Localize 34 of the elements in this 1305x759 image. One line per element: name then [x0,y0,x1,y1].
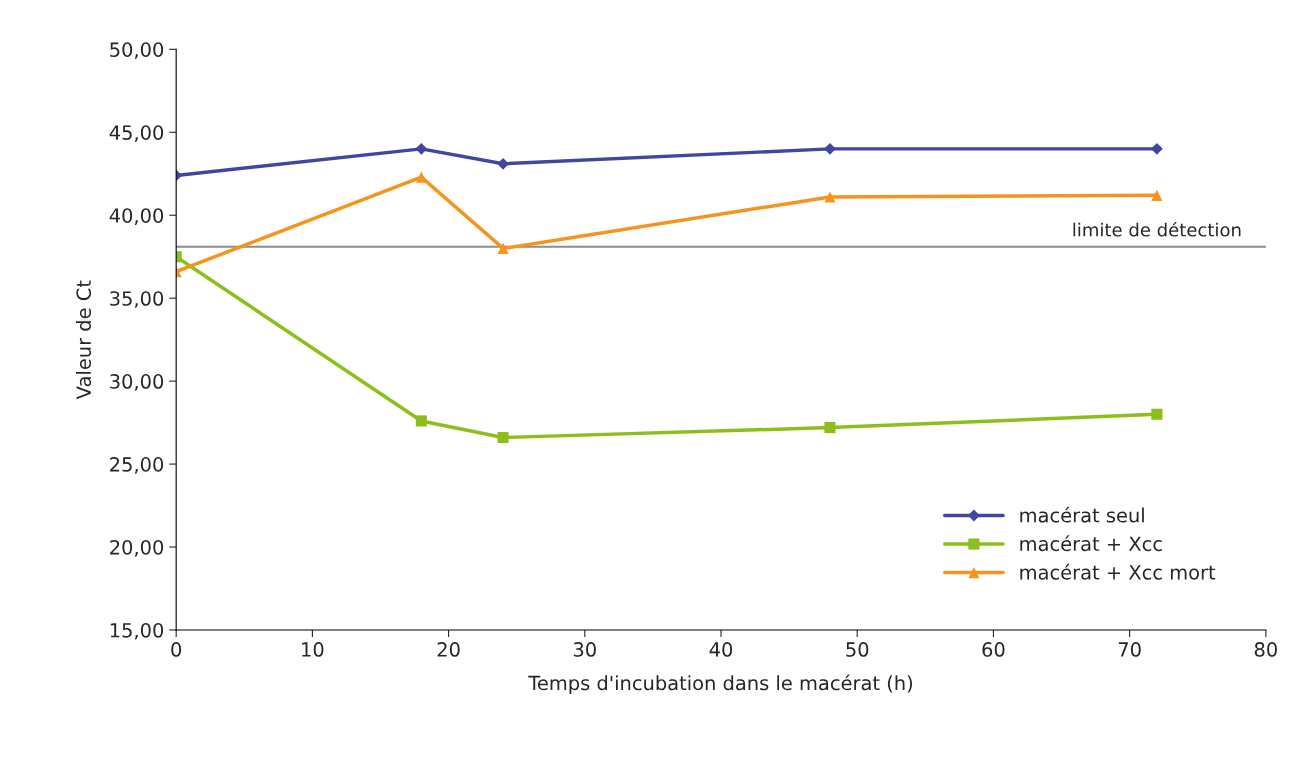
legend-label: macérat + Xcc mort [1020,563,1216,580]
legend-label: macérat seul [1020,506,1144,523]
y-tick-label: 20,00 [110,539,164,557]
y-axis-title: Valeur de Ct [76,280,92,400]
x-tick-label: 80 [1254,642,1277,657]
x-tick-label: 50 [846,642,869,657]
x-tick-label: 10 [302,642,324,657]
y-tick-label: 25,00 [110,457,164,474]
point [824,142,836,155]
y-tick-label: 35,00 [110,291,164,308]
point [497,242,509,254]
x-tick-label: 40 [709,642,733,657]
point [824,422,836,434]
y-tick-label: 30,00 [110,374,164,391]
x-axis-title: Temps d'incubation dans le macérat (h) [528,674,913,695]
x-tick-label: 60 [982,642,1005,657]
point [824,191,836,203]
x-tick-label: 20 [437,642,460,657]
legend-label: macérat + Xcc [1020,535,1162,552]
point [497,157,509,170]
y-tick-label: 40,00 [109,208,164,225]
point [497,431,509,444]
point [1151,408,1163,420]
ref-line-label: limite de détection [1073,221,1241,237]
x-tick-label: 0 [171,642,182,657]
y-tick-label: 50,00 [110,42,164,59]
point [415,142,428,155]
y-tick-label: 45,00 [109,125,164,142]
point [415,171,427,183]
point [415,415,427,427]
x-tick-label: 70 [1118,642,1141,657]
y-tick-label: 15,00 [110,622,164,640]
point [1151,189,1163,201]
x-tick-label: 30 [573,642,596,657]
